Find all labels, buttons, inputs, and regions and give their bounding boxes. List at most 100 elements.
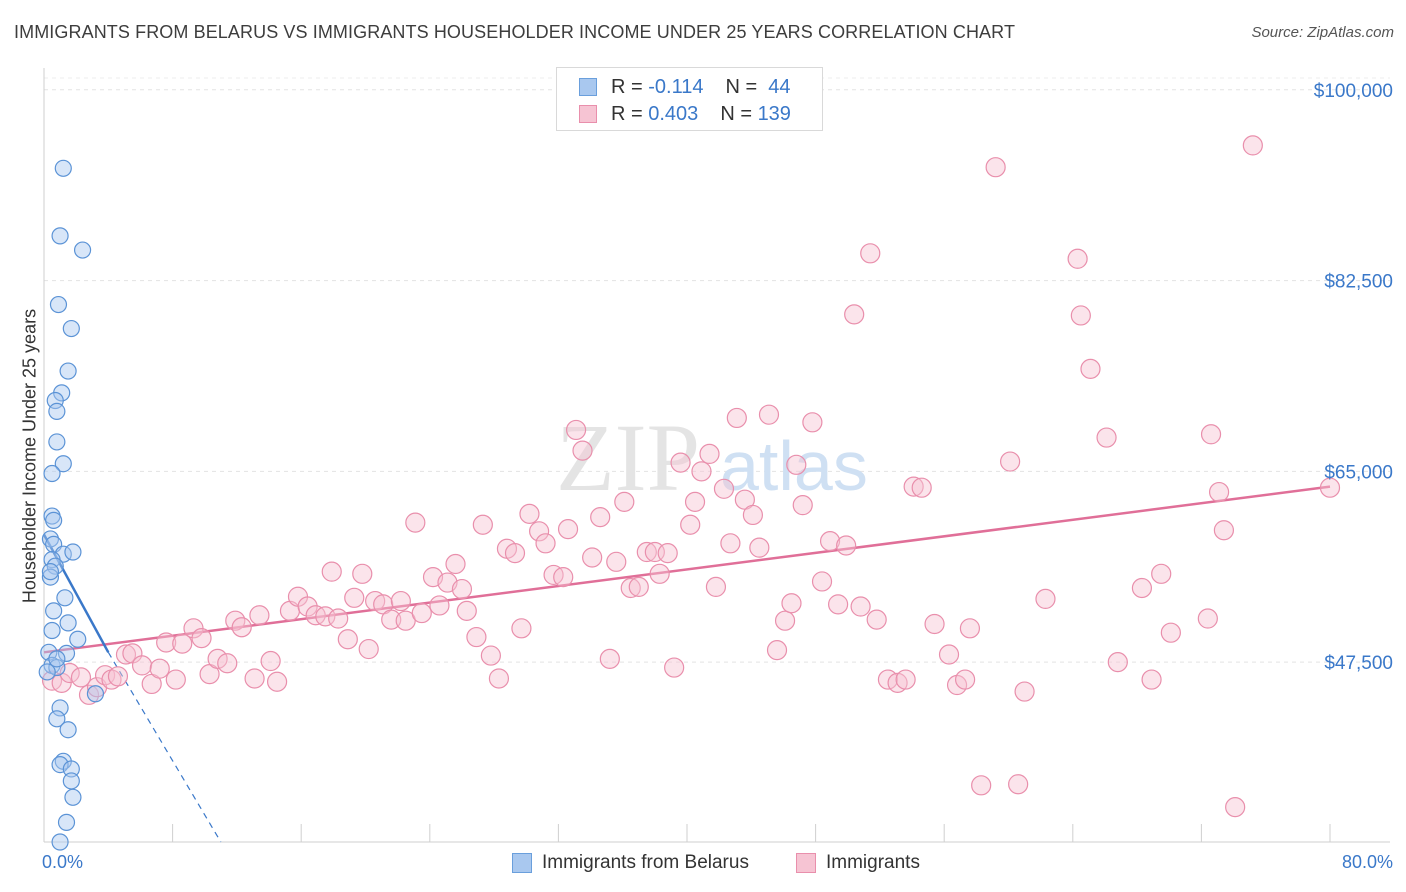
- immigrants-point-127[interactable]: [1131, 577, 1153, 599]
- immigrants-point-101[interactable]: [836, 535, 857, 556]
- immigrants-point-34[interactable]: [328, 608, 349, 629]
- immigrants-point-92[interactable]: [766, 640, 788, 661]
- immigrants-point-49[interactable]: [445, 553, 466, 575]
- belarus-point-8[interactable]: [48, 402, 66, 420]
- immigrants-point-3[interactable]: [70, 667, 92, 688]
- immigrants-point-102[interactable]: [844, 304, 865, 325]
- immigrants-point-105[interactable]: [866, 609, 887, 630]
- immigrants-point-85[interactable]: [713, 478, 735, 499]
- immigrants-point-72[interactable]: [620, 577, 641, 599]
- immigrants-point-25[interactable]: [249, 605, 270, 626]
- immigrants-point-131[interactable]: [1197, 608, 1218, 629]
- immigrants-point-39[interactable]: [365, 590, 386, 612]
- belarus-point-23[interactable]: [59, 614, 77, 632]
- legend-item-immigrants[interactable]: Immigrants: [796, 852, 920, 874]
- immigrants-point-81[interactable]: [684, 491, 706, 512]
- immigrants-point-76[interactable]: [649, 563, 670, 584]
- immigrants-point-11[interactable]: [131, 655, 153, 676]
- immigrants-point-35[interactable]: [337, 629, 358, 650]
- immigrants-point-42[interactable]: [390, 590, 411, 612]
- immigrants-point-71[interactable]: [614, 491, 635, 512]
- immigrants-point-30[interactable]: [297, 596, 318, 617]
- immigrants-point-8[interactable]: [107, 666, 129, 687]
- immigrants-point-114[interactable]: [954, 669, 976, 690]
- belarus-point-17[interactable]: [64, 543, 82, 561]
- belarus-point-11[interactable]: [43, 464, 61, 483]
- immigrants-point-60[interactable]: [529, 521, 550, 542]
- immigrants-point-45[interactable]: [411, 602, 432, 624]
- belarus-point-36[interactable]: [51, 755, 69, 774]
- belarus-point-9[interactable]: [48, 433, 66, 451]
- immigrants-point-119[interactable]: [1008, 774, 1029, 795]
- belarus-point-13[interactable]: [45, 511, 63, 530]
- immigrants-point-26[interactable]: [260, 650, 281, 672]
- immigrants-point-126[interactable]: [1107, 652, 1128, 673]
- immigrants-point-91[interactable]: [758, 404, 780, 425]
- belarus-point-41[interactable]: [51, 833, 69, 851]
- immigrants-point-132[interactable]: [1200, 424, 1222, 445]
- immigrants-point-59[interactable]: [519, 503, 540, 524]
- immigrants-point-90[interactable]: [749, 537, 770, 558]
- immigrants-point-80[interactable]: [680, 514, 701, 535]
- immigrants-point-94[interactable]: [781, 593, 802, 614]
- immigrants-point-129[interactable]: [1151, 563, 1172, 584]
- immigrants-point-73[interactable]: [628, 576, 649, 598]
- belarus-point-21[interactable]: [56, 589, 74, 607]
- belarus-point-33[interactable]: [48, 710, 66, 728]
- immigrants-point-128[interactable]: [1141, 669, 1162, 690]
- immigrants-point-74[interactable]: [636, 541, 657, 563]
- belarus-point-32[interactable]: [51, 699, 69, 717]
- belarus-point-22[interactable]: [45, 602, 63, 620]
- immigrants-point-15[interactable]: [165, 669, 186, 690]
- immigrants-point-13[interactable]: [149, 658, 170, 679]
- belarus-point-39[interactable]: [64, 788, 82, 806]
- immigrants-point-124[interactable]: [1080, 358, 1101, 379]
- immigrants-point-133[interactable]: [1208, 481, 1230, 503]
- belarus-point-40[interactable]: [57, 813, 76, 831]
- immigrants-point-118[interactable]: [1000, 451, 1021, 472]
- immigrants-point-51[interactable]: [456, 600, 477, 621]
- immigrants-point-69[interactable]: [599, 648, 620, 669]
- belarus-point-37[interactable]: [62, 760, 80, 778]
- immigrants-point-135[interactable]: [1225, 797, 1246, 818]
- belarus-point-30[interactable]: [38, 663, 56, 681]
- immigrants-point-70[interactable]: [606, 551, 627, 572]
- immigrants-point-78[interactable]: [664, 657, 685, 678]
- immigrants-point-84[interactable]: [705, 576, 727, 598]
- immigrants-point-109[interactable]: [903, 476, 924, 497]
- immigrants-point-123[interactable]: [1070, 305, 1091, 326]
- immigrants-point-116[interactable]: [971, 775, 992, 796]
- belarus-point-3[interactable]: [49, 295, 68, 314]
- immigrants-point-38[interactable]: [358, 638, 379, 660]
- immigrants-point-86[interactable]: [720, 533, 741, 554]
- belarus-point-10[interactable]: [54, 455, 72, 473]
- immigrants-point-137[interactable]: [1319, 477, 1341, 498]
- immigrants-point-54[interactable]: [480, 645, 501, 666]
- belarus-point-14[interactable]: [41, 530, 60, 548]
- immigrants-point-64[interactable]: [557, 519, 579, 540]
- immigrants-point-16[interactable]: [172, 633, 193, 654]
- immigrants-point-111[interactable]: [924, 613, 945, 635]
- immigrants-point-27[interactable]: [266, 671, 288, 692]
- belarus-point-5[interactable]: [59, 362, 77, 380]
- immigrants-point-103[interactable]: [850, 596, 871, 617]
- immigrants-point-83[interactable]: [699, 443, 720, 465]
- immigrants-point-93[interactable]: [774, 610, 796, 631]
- immigrants-point-121[interactable]: [1035, 588, 1056, 609]
- immigrants-point-89[interactable]: [742, 504, 764, 526]
- immigrants-point-47[interactable]: [429, 595, 450, 616]
- belarus-point-25[interactable]: [69, 630, 87, 648]
- immigrants-point-107[interactable]: [887, 672, 908, 693]
- immigrants-point-97[interactable]: [802, 412, 823, 433]
- belarus-point-20[interactable]: [41, 568, 60, 586]
- legend-item-belarus[interactable]: Immigrants from Belarus: [512, 852, 749, 874]
- immigrants-point-18[interactable]: [191, 628, 212, 649]
- immigrants-point-110[interactable]: [911, 477, 932, 498]
- immigrants-point-37[interactable]: [352, 563, 373, 584]
- immigrants-point-122[interactable]: [1067, 248, 1088, 269]
- immigrants-point-96[interactable]: [792, 495, 813, 516]
- immigrants-point-41[interactable]: [381, 609, 402, 630]
- immigrants-point-50[interactable]: [451, 578, 473, 600]
- belarus-point-7[interactable]: [46, 391, 64, 410]
- immigrants-point-52[interactable]: [466, 626, 487, 648]
